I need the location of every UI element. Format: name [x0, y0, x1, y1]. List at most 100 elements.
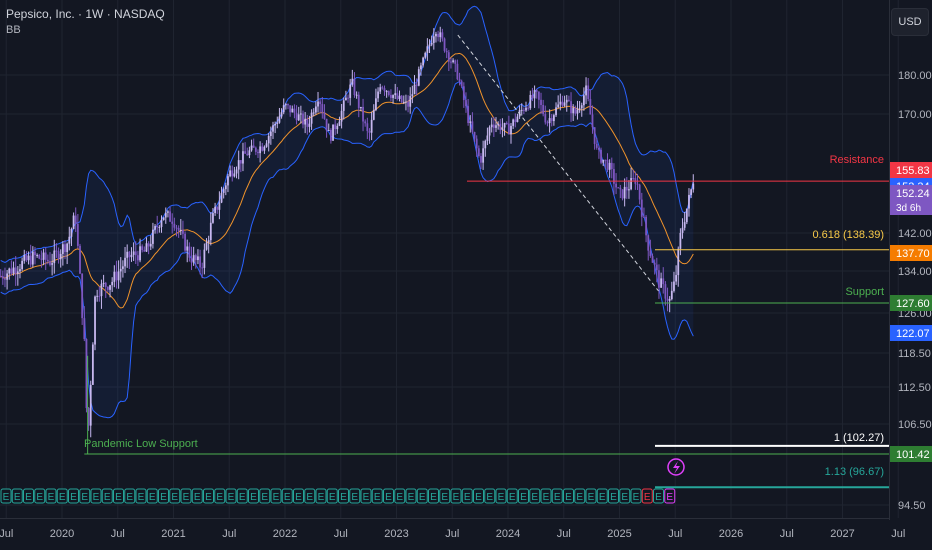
earnings-letter: E [610, 492, 617, 503]
candle-body [552, 115, 555, 122]
earnings-badge [34, 488, 46, 504]
candle-body [681, 227, 684, 233]
earnings-badge [180, 488, 192, 504]
candle-body [111, 281, 114, 286]
earnings-marker: E [214, 488, 226, 504]
candle-body [447, 52, 450, 62]
candle-body [420, 65, 422, 70]
candle-body [23, 255, 26, 261]
price-tick-label: 112.50 [898, 382, 931, 394]
candle [662, 267, 665, 294]
candle [576, 100, 579, 120]
earnings-marker: E [428, 488, 439, 504]
candle-body [471, 121, 474, 132]
candle [377, 87, 379, 103]
candle [186, 239, 189, 263]
currency-button[interactable]: USD [891, 8, 929, 36]
candle-body [220, 192, 223, 203]
candle [312, 108, 315, 117]
candle-body [152, 229, 154, 244]
candle-body [619, 187, 622, 190]
earnings-letter: E [374, 492, 381, 503]
candle-body [677, 248, 680, 276]
candle [199, 249, 201, 275]
candle [171, 213, 174, 234]
earnings-badge [619, 488, 631, 504]
candle [167, 210, 169, 218]
candle [638, 183, 641, 205]
candle [537, 91, 540, 109]
earnings-marker: E [293, 488, 304, 504]
candle [383, 85, 386, 96]
earnings-letter: E [340, 492, 347, 503]
candle [480, 153, 482, 169]
candle [224, 182, 227, 196]
drawings [84, 34, 889, 489]
candle-body [525, 107, 527, 111]
price-tick-label: 134.00 [898, 266, 932, 278]
candle [49, 252, 51, 267]
candle-body [392, 95, 394, 98]
candle-body [1, 276, 4, 279]
price-tick-label: 118.50 [898, 348, 931, 360]
indicator-label[interactable]: BB [6, 24, 21, 36]
candle-body [340, 110, 343, 122]
candle [673, 271, 675, 293]
candle-body [40, 258, 43, 260]
earnings-badge [281, 488, 293, 504]
candle-body [675, 275, 678, 282]
candle [291, 105, 294, 113]
candle-body [604, 159, 607, 161]
candle-body [595, 143, 598, 148]
candle-body [10, 268, 13, 274]
earnings-letter: E [250, 492, 257, 503]
candle-body [79, 245, 81, 274]
candle [422, 56, 424, 68]
candle-body [555, 107, 557, 116]
candle [507, 115, 510, 135]
earnings-badge [405, 488, 417, 504]
earnings-letter: E [520, 492, 527, 503]
candle [540, 92, 542, 114]
earnings-badge [495, 488, 507, 504]
earnings-letter: E [48, 492, 55, 503]
candle-body [167, 211, 169, 213]
candle [137, 250, 139, 267]
candle [76, 214, 79, 249]
candle [109, 284, 111, 298]
candle [381, 85, 384, 90]
candle-body [231, 170, 234, 177]
earnings-marker: E [34, 488, 46, 504]
candle-body [276, 122, 279, 124]
candle-body [570, 101, 572, 114]
candle-body [306, 118, 309, 127]
candle-body [580, 105, 583, 109]
candle [415, 78, 418, 96]
candle [593, 127, 596, 150]
earnings-marker: E [439, 488, 451, 504]
candle-body [512, 119, 515, 126]
candle [477, 145, 480, 158]
candle-body [501, 127, 504, 131]
candle-body [426, 46, 429, 53]
candle-body [164, 212, 167, 218]
candle-body [29, 255, 32, 265]
candle [653, 259, 656, 275]
candle [154, 224, 156, 234]
candle [274, 121, 277, 134]
symbol-title[interactable]: Pepsico, Inc. · 1W · NASDAQ [6, 7, 165, 21]
candle-body [89, 384, 92, 426]
candle [194, 253, 197, 269]
candle [460, 79, 463, 89]
candle [484, 139, 487, 157]
candle [583, 87, 585, 111]
earnings-letter: E [363, 492, 370, 503]
earnings-marker: E [540, 488, 552, 504]
time-tick-label: Jul [222, 528, 236, 540]
candle-body [540, 99, 542, 105]
earnings-badge [608, 488, 619, 504]
candle-body [141, 246, 144, 251]
candle-body [617, 187, 620, 189]
earnings-letter: E [261, 492, 268, 503]
